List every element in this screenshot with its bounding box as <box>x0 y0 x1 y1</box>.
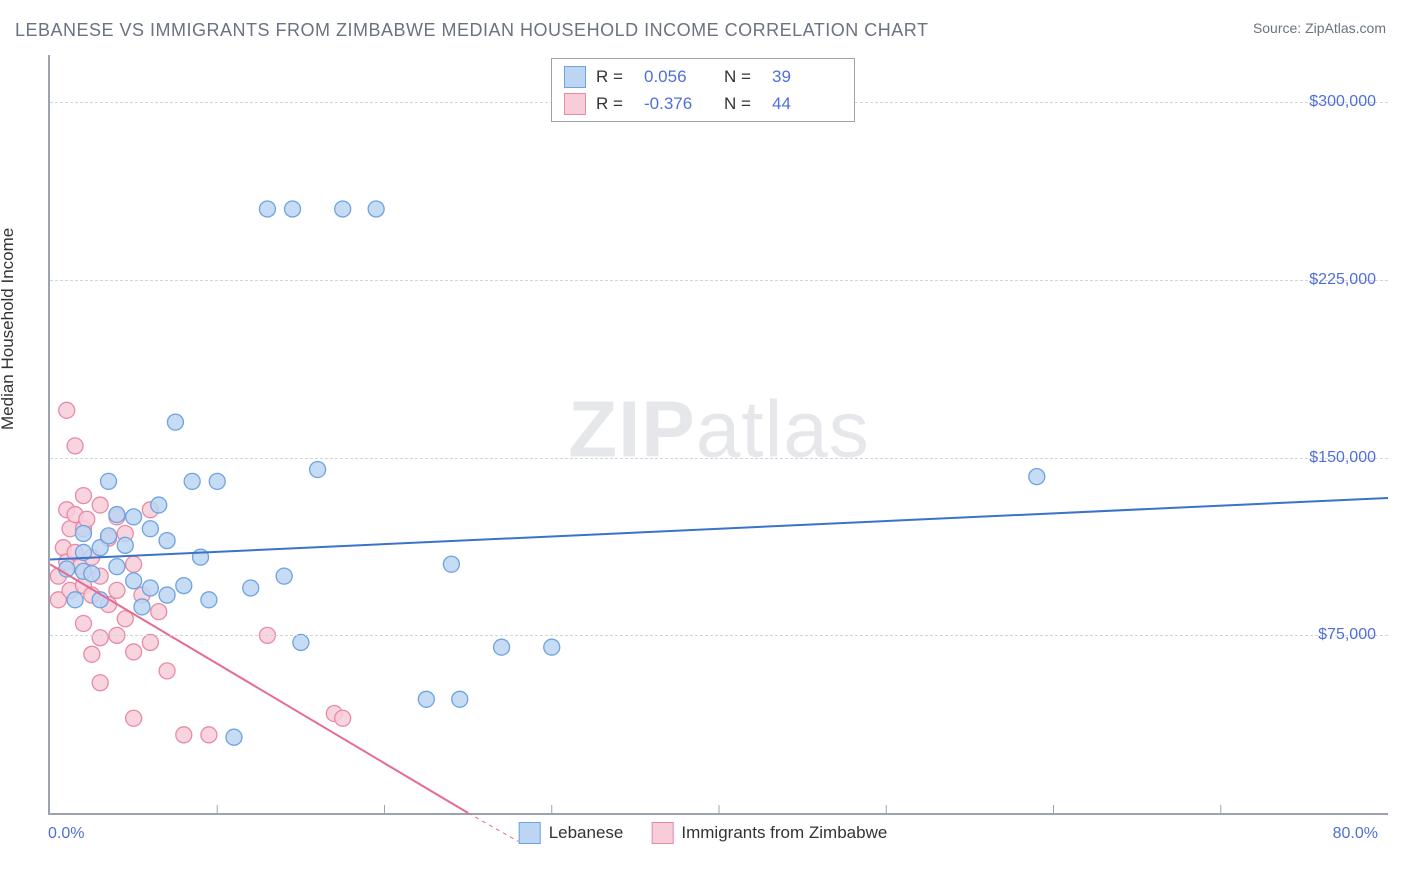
data-point <box>117 537 133 553</box>
legend-swatch <box>651 822 673 844</box>
legend-series-label: Lebanese <box>549 823 624 843</box>
data-point <box>209 473 225 489</box>
data-point <box>310 462 326 478</box>
legend-R-value: -0.376 <box>644 90 714 117</box>
y-tick-label: $75,000 <box>1318 626 1376 644</box>
data-point <box>134 599 150 615</box>
data-point <box>75 488 91 504</box>
data-point <box>109 582 125 598</box>
source-attribution: Source: ZipAtlas.com <box>1253 20 1386 36</box>
data-point <box>418 691 434 707</box>
data-point <box>59 402 75 418</box>
data-point <box>126 710 142 726</box>
data-point <box>201 727 217 743</box>
data-point <box>285 201 301 217</box>
legend-R-label: R = <box>596 90 634 117</box>
legend-item: Immigrants from Zimbabwe <box>651 822 887 844</box>
y-tick-label: $150,000 <box>1309 449 1376 467</box>
legend-series-label: Immigrants from Zimbabwe <box>681 823 887 843</box>
data-point <box>126 573 142 589</box>
data-point <box>293 634 309 650</box>
source-label: Source: <box>1253 20 1301 36</box>
data-point <box>243 580 259 596</box>
data-point <box>67 592 83 608</box>
data-point <box>79 511 95 527</box>
data-point <box>368 201 384 217</box>
legend-stat-row: R = -0.376 N = 44 <box>564 90 842 117</box>
data-point <box>335 201 351 217</box>
data-point <box>101 528 117 544</box>
x-axis-max-label: 80.0% <box>1333 825 1378 843</box>
legend-item: Lebanese <box>519 822 624 844</box>
legend-N-label: N = <box>724 63 762 90</box>
data-point <box>109 507 125 523</box>
data-point <box>226 729 242 745</box>
gridline <box>50 635 1388 636</box>
data-point <box>126 556 142 572</box>
data-point <box>494 639 510 655</box>
data-point <box>176 578 192 594</box>
legend-swatch <box>564 66 586 88</box>
data-point <box>92 675 108 691</box>
data-point <box>92 630 108 646</box>
plot-area: ZIPatlas $75,000$150,000$225,000$300,000 <box>48 55 1388 815</box>
data-point <box>92 497 108 513</box>
data-point <box>84 566 100 582</box>
chart-container: LEBANESE VS IMMIGRANTS FROM ZIMBABWE MED… <box>0 0 1406 892</box>
y-tick-label: $225,000 <box>1309 271 1376 289</box>
legend-N-value: 44 <box>772 90 842 117</box>
legend-N-value: 39 <box>772 63 842 90</box>
gridline <box>50 458 1388 459</box>
legend-swatch <box>564 93 586 115</box>
data-point <box>184 473 200 489</box>
y-tick-label: $300,000 <box>1309 93 1376 111</box>
data-point <box>159 663 175 679</box>
data-point <box>259 201 275 217</box>
plot-svg <box>50 55 1388 813</box>
data-point <box>75 525 91 541</box>
data-point <box>176 727 192 743</box>
data-point <box>126 644 142 660</box>
chart-title: LEBANESE VS IMMIGRANTS FROM ZIMBABWE MED… <box>15 20 928 41</box>
data-point <box>67 438 83 454</box>
data-point <box>142 580 158 596</box>
data-point <box>84 646 100 662</box>
source-value: ZipAtlas.com <box>1305 20 1386 36</box>
gridline <box>50 280 1388 281</box>
legend-N-label: N = <box>724 90 762 117</box>
data-point <box>443 556 459 572</box>
data-point <box>142 634 158 650</box>
data-point <box>109 559 125 575</box>
data-point <box>151 497 167 513</box>
legend-swatch <box>519 822 541 844</box>
data-point <box>151 604 167 620</box>
data-point <box>126 509 142 525</box>
data-point <box>75 616 91 632</box>
data-point <box>167 414 183 430</box>
legend-stat-row: R = 0.056 N = 39 <box>564 63 842 90</box>
data-point <box>142 521 158 537</box>
data-point <box>1029 469 1045 485</box>
data-point <box>335 710 351 726</box>
data-point <box>544 639 560 655</box>
regression-line <box>50 564 468 813</box>
data-point <box>276 568 292 584</box>
data-point <box>201 592 217 608</box>
data-point <box>159 587 175 603</box>
data-point <box>159 533 175 549</box>
legend-R-value: 0.056 <box>644 63 714 90</box>
regression-line <box>50 498 1388 560</box>
legend-R-label: R = <box>596 63 634 90</box>
data-point <box>452 691 468 707</box>
legend-series: Lebanese Immigrants from Zimbabwe <box>519 822 888 844</box>
data-point <box>101 473 117 489</box>
y-axis-title: Median Household Income <box>0 228 18 430</box>
legend-statistics: R = 0.056 N = 39 R = -0.376 N = 44 <box>551 58 855 122</box>
x-axis-min-label: 0.0% <box>48 825 84 843</box>
regression-line-extension <box>468 813 518 841</box>
